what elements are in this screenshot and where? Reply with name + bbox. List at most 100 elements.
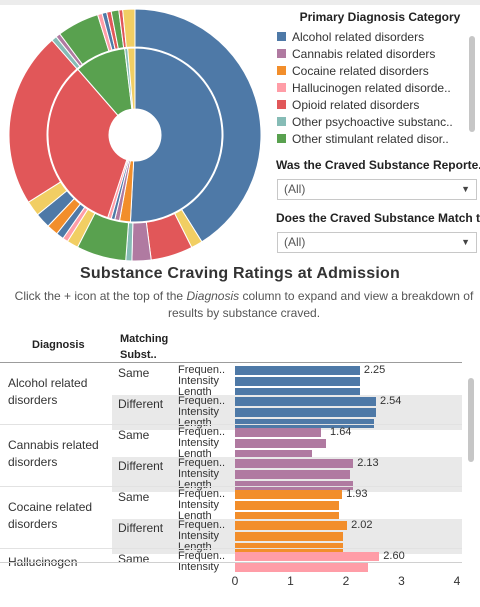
rating-bar[interactable] <box>235 419 374 428</box>
rating-bar[interactable] <box>235 512 340 521</box>
rating-bar[interactable] <box>235 552 380 561</box>
filter-select-match-value: (All) <box>284 235 306 249</box>
measure-label: Length <box>178 542 212 553</box>
rating-bar[interactable] <box>235 439 327 448</box>
bar-value-label: 2.13 <box>357 457 379 469</box>
filter-title-reported: Was the Craved Substance Reporte.. <box>276 158 480 172</box>
row-separator <box>0 548 462 549</box>
measure-label: Frequen.. <box>178 458 226 469</box>
donut-inner-slice[interactable] <box>129 47 223 223</box>
row-separator <box>0 486 462 487</box>
measure-label: Intensity <box>178 531 219 542</box>
measure-label: Frequen.. <box>178 551 226 562</box>
measure-label: Length <box>178 480 212 491</box>
measure-label: Length <box>178 418 212 429</box>
rating-bar[interactable] <box>235 397 376 406</box>
measure-label: Frequen.. <box>178 520 226 531</box>
match-label: Different <box>118 521 164 535</box>
donut-inner-slice[interactable] <box>127 47 136 110</box>
chevron-down-icon[interactable]: ▼ <box>461 237 470 247</box>
filter-select-match[interactable]: (All) ▼ <box>277 232 477 253</box>
bar-value-label: 1.93 <box>346 488 368 500</box>
measure-label: Length <box>178 387 212 398</box>
legend-item[interactable]: Cannabis related disorders <box>272 45 480 62</box>
table-scrollbar[interactable] <box>468 378 474 462</box>
subtitle-text-pre: Click the + icon at the top of the <box>14 289 187 303</box>
match-label: Same <box>118 552 150 566</box>
header-divider <box>0 362 462 363</box>
legend-list: Alcohol related disorders Cannabis relate… <box>272 28 480 147</box>
match-label: Different <box>118 459 164 473</box>
match-label: Same <box>118 428 150 442</box>
top-strip <box>0 0 480 5</box>
legend-label: Cannabis related disorders <box>292 46 436 61</box>
diagnosis-donut-chart[interactable] <box>8 8 262 262</box>
donut-inner-slice[interactable] <box>47 68 128 219</box>
legend-swatch <box>277 66 286 75</box>
legend-item[interactable]: Cocaine related disorders <box>272 62 480 79</box>
diagnosis-label: Cannabis related disorders <box>8 438 99 469</box>
rating-bar[interactable] <box>235 563 369 572</box>
legend-label: Cocaine related disorders <box>292 63 429 78</box>
measure-label: Intensity <box>178 562 219 573</box>
legend-item[interactable]: Other stimulant related disor.. <box>272 130 480 147</box>
legend-swatch <box>277 49 286 58</box>
legend-label: Opioid related disorders <box>292 97 420 112</box>
rating-bar[interactable] <box>235 490 343 499</box>
rating-bar[interactable] <box>235 388 360 397</box>
rating-bar[interactable] <box>235 450 312 459</box>
bar-value-label: 2.54 <box>379 395 402 407</box>
measure-label: Length <box>178 511 212 522</box>
match-label: Same <box>118 366 150 380</box>
x-tick-label: 0 <box>231 574 239 588</box>
rating-bar[interactable] <box>235 543 344 552</box>
subtitle-text-post: column to expand and view a breakdown of… <box>167 289 474 320</box>
filter-title-match: Does the Craved Substance Match t.. <box>276 211 480 225</box>
legend-swatch <box>277 83 286 92</box>
legend-item[interactable]: Other psychoactive substanc.. <box>272 113 480 130</box>
column-header-matching[interactable]: Matching Subst.. <box>120 333 169 361</box>
legend-item[interactable]: Alcohol related disorders <box>272 28 480 45</box>
rating-bar[interactable] <box>235 501 339 510</box>
x-tick-label: 1 <box>287 574 294 588</box>
measure-label: Frequen.. <box>178 427 226 438</box>
measure-label: Intensity <box>178 500 219 511</box>
legend-title: Primary Diagnosis Category <box>299 10 461 24</box>
rating-bar[interactable] <box>235 428 322 437</box>
rating-bar[interactable] <box>235 459 354 468</box>
donut-outer-slice[interactable] <box>122 8 136 48</box>
legend-label: Other stimulant related disor.. <box>292 131 449 146</box>
legend-label: Hallucinogen related disorde.. <box>292 80 451 95</box>
measure-label: Frequen.. <box>178 396 226 407</box>
legend-scrollbar[interactable] <box>469 36 475 132</box>
axis-divider <box>0 562 462 563</box>
legend-item[interactable]: Hallucinogen related disorde.. <box>272 79 480 96</box>
report-title: Substance Craving Ratings at Admission <box>80 265 400 282</box>
measure-label: Intensity <box>178 407 219 418</box>
bar-value-label: 2.25 <box>363 364 386 376</box>
row-separator <box>0 424 462 425</box>
legend-label: Alcohol related disorders <box>292 29 425 44</box>
donut-hole <box>110 110 160 160</box>
filter-select-reported[interactable]: (All) ▼ <box>277 179 477 200</box>
measure-label: Intensity <box>178 376 219 387</box>
measure-label: Frequen.. <box>178 489 226 500</box>
subtitle-diagnosis-emphasis: Diagnosis <box>186 289 240 303</box>
rating-bar[interactable] <box>235 366 360 375</box>
rating-bar[interactable] <box>235 521 348 530</box>
rating-bar[interactable] <box>235 408 376 417</box>
bar-value-label: 1.64 <box>330 426 352 438</box>
rating-bar[interactable] <box>235 377 360 386</box>
donut-outer-slice[interactable] <box>134 8 262 243</box>
measure-label: Frequen.. <box>178 365 226 376</box>
rating-bar[interactable] <box>235 532 344 541</box>
rating-bar[interactable] <box>235 470 351 479</box>
column-header-diagnosis[interactable]: Diagnosis <box>32 339 85 351</box>
rating-bar[interactable] <box>235 481 354 490</box>
legend-item[interactable]: Opioid related disorders <box>272 96 480 113</box>
x-tick-label: 2 <box>342 574 350 588</box>
chevron-down-icon[interactable]: ▼ <box>461 184 470 194</box>
legend-swatch <box>277 100 286 109</box>
x-tick-label: 4 <box>453 574 461 588</box>
diagnosis-label: Cocaine related disorders <box>8 500 93 531</box>
